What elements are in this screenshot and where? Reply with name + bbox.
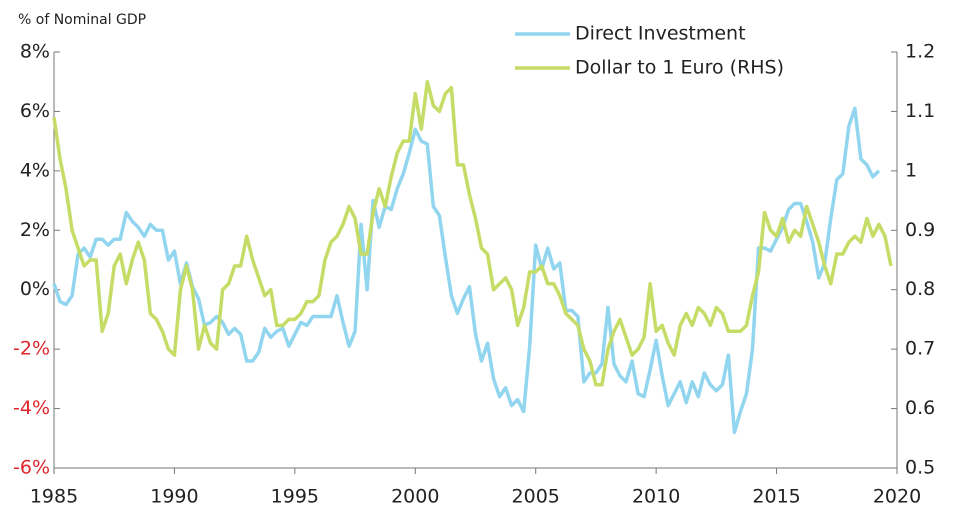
y2-tick-label: 0.9 [905, 219, 935, 241]
x-tick-label: 2010 [632, 486, 680, 508]
y-tick-label: 0% [20, 278, 50, 300]
x-tick-label: 2005 [512, 486, 560, 508]
x-tick-label: 1985 [30, 486, 78, 508]
y-tick-label: 8% [20, 41, 50, 63]
y-tick-label: 4% [20, 159, 50, 181]
x-tick-label: 1990 [150, 486, 198, 508]
y-tick-label: 6% [20, 100, 50, 122]
y-tick-label: 2% [20, 219, 50, 241]
x-tick-label: 1995 [271, 486, 319, 508]
series-line [52, 79, 893, 387]
y2-tick-label: 0.8 [905, 278, 935, 300]
chart-title: % of Nominal GDP [18, 12, 146, 28]
y-tick-label: -2% [13, 338, 50, 360]
y2-tick-label: 1.1 [905, 100, 935, 122]
x-tick-label: 2020 [873, 486, 921, 508]
legend-label: Direct Investment [575, 23, 746, 45]
x-tick-label: 2000 [391, 486, 439, 508]
y2-tick-label: 1.2 [905, 41, 935, 63]
y2-tick-label: 0.7 [905, 338, 935, 360]
y2-tick-label: 1 [905, 159, 917, 181]
x-tick-label: 2015 [752, 486, 800, 508]
legend-label: Dollar to 1 Euro (RHS) [575, 57, 784, 79]
y2-tick-label: 0.6 [905, 397, 935, 419]
series-line [52, 106, 881, 435]
y2-tick-label: 0.5 [905, 457, 935, 479]
y-tick-label: -6% [13, 457, 50, 479]
y-tick-label: -4% [13, 397, 50, 419]
